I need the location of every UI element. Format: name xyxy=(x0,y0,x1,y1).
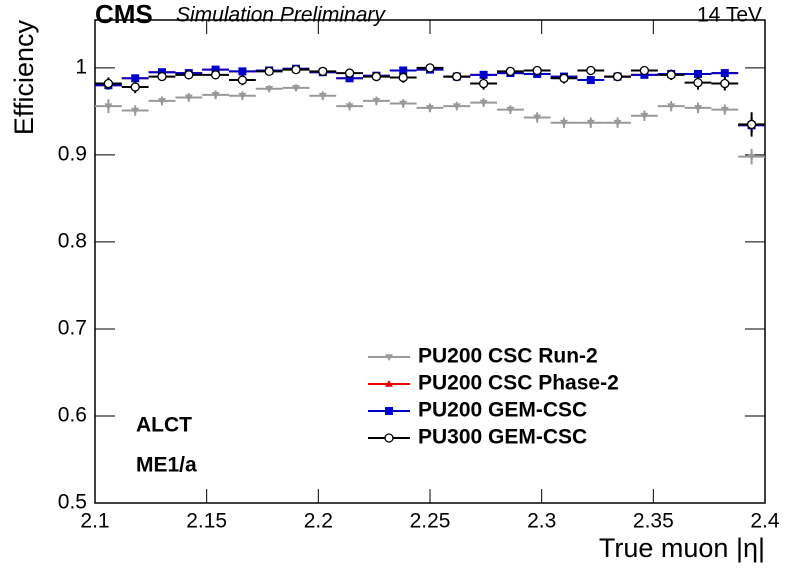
legend-marker xyxy=(385,407,393,415)
annotation: ME1/a xyxy=(136,454,197,477)
marker xyxy=(210,70,221,80)
legend-label: PU200 CSC Phase-2 xyxy=(418,372,619,395)
marker xyxy=(291,64,301,75)
marker xyxy=(479,99,488,107)
x-tick-label: 2.4 xyxy=(750,510,780,533)
marker xyxy=(747,153,756,161)
marker xyxy=(211,92,220,99)
marker xyxy=(746,119,757,130)
x-tick-label: 2.35 xyxy=(633,510,674,533)
x-tick-label: 2.3 xyxy=(527,510,556,533)
energy-label: 14 TeV xyxy=(697,3,762,26)
y-tick-label: 1 xyxy=(75,55,87,78)
marker xyxy=(720,78,730,89)
marker xyxy=(452,71,462,82)
marker xyxy=(238,67,247,76)
marker xyxy=(694,69,702,78)
marker xyxy=(399,100,408,108)
legend-label: PU200 GEM-CSC xyxy=(418,399,587,422)
marker xyxy=(452,103,461,111)
x-tick-label: 2.2 xyxy=(304,510,333,533)
marker xyxy=(398,72,408,83)
legend-label: PU300 GEM-CSC xyxy=(418,426,587,449)
marker xyxy=(264,66,274,76)
marker xyxy=(586,65,596,76)
annotation: ALCT xyxy=(136,414,192,437)
x-tick-label: 2.15 xyxy=(186,510,227,533)
marker xyxy=(612,71,623,82)
marker xyxy=(666,70,676,80)
marker xyxy=(292,85,300,92)
marker xyxy=(345,74,354,83)
marker xyxy=(532,65,542,76)
x-tick-label: 2.25 xyxy=(410,510,451,533)
legend-marker xyxy=(384,433,394,443)
marker xyxy=(720,69,729,78)
marker xyxy=(130,82,140,92)
marker xyxy=(103,78,114,89)
marker xyxy=(720,106,729,114)
marker xyxy=(586,119,595,127)
marker xyxy=(478,78,489,89)
marker xyxy=(158,98,166,105)
marker xyxy=(586,76,595,85)
marker xyxy=(131,74,140,83)
marker xyxy=(506,106,515,114)
y-axis-label: Efficiency xyxy=(9,20,39,136)
marker xyxy=(265,85,274,93)
marker xyxy=(345,103,354,111)
marker xyxy=(694,105,702,112)
marker xyxy=(184,70,194,80)
experiment-label: CMS xyxy=(95,0,153,29)
marker xyxy=(344,68,355,78)
marker xyxy=(479,70,488,79)
marker xyxy=(318,66,328,76)
marker xyxy=(559,73,569,83)
marker xyxy=(533,114,542,122)
legend-marker xyxy=(385,354,393,361)
marker xyxy=(131,107,140,115)
marker xyxy=(184,94,193,102)
marker xyxy=(693,78,703,88)
marker xyxy=(426,105,434,112)
marker xyxy=(157,71,167,82)
y-tick-label: 0.9 xyxy=(58,142,87,165)
marker xyxy=(104,103,113,111)
marker xyxy=(639,65,650,76)
marker xyxy=(560,119,568,127)
marker xyxy=(425,63,435,73)
marker xyxy=(238,92,247,100)
y-tick-label: 0.5 xyxy=(58,491,87,514)
marker xyxy=(613,119,622,127)
marker xyxy=(399,66,408,75)
marker xyxy=(505,66,516,76)
legend-label: PU200 CSC Run-2 xyxy=(418,345,598,368)
legend-marker xyxy=(385,380,393,387)
y-tick-label: 0.8 xyxy=(58,229,87,252)
marker xyxy=(372,98,381,105)
x-axis-label: True muon |η| xyxy=(599,533,765,563)
marker xyxy=(318,92,327,100)
marker xyxy=(371,71,382,82)
y-tick-label: 0.6 xyxy=(58,404,87,427)
marker xyxy=(640,112,649,120)
marker xyxy=(237,75,248,85)
y-tick-label: 0.7 xyxy=(58,316,87,339)
subtitle: Simulation Preliminary xyxy=(176,3,386,26)
x-tick-label: 2.1 xyxy=(80,510,109,533)
marker xyxy=(667,103,676,111)
marker xyxy=(211,65,220,74)
